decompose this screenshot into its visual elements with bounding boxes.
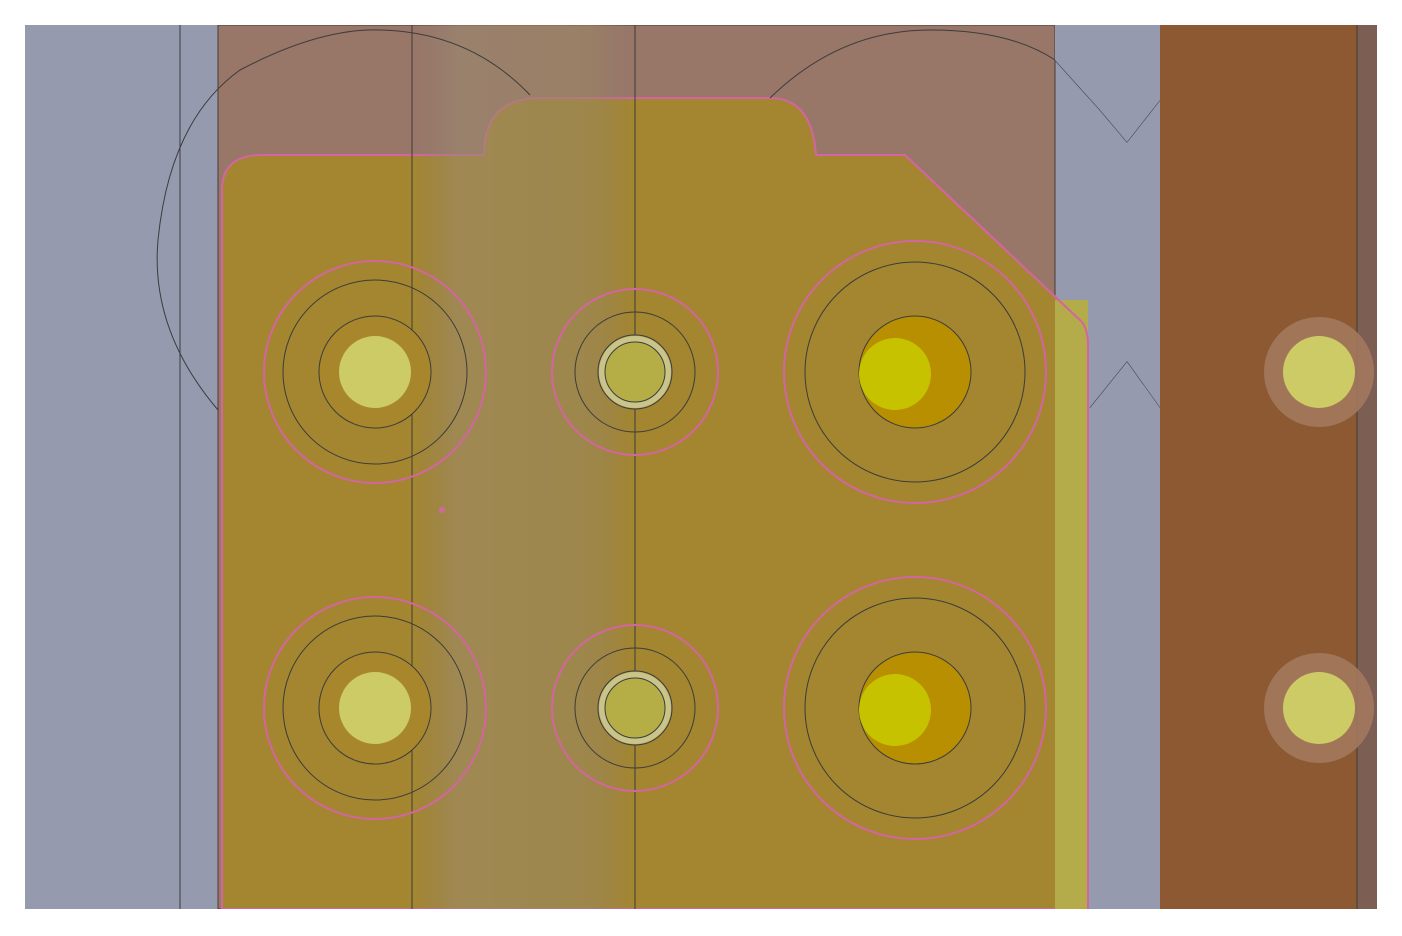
large-via-pad (859, 338, 931, 410)
notch-upper (1055, 25, 1160, 142)
via-clearance-ring (282, 279, 468, 465)
right-trace (1160, 25, 1357, 909)
large-via-clearance-ring (804, 597, 1026, 819)
notch-lower (1090, 362, 1160, 909)
right-trace-edge (1357, 25, 1377, 909)
small-via-keepout-ring (551, 624, 719, 792)
large-arc-left (156, 29, 531, 411)
yellow-edge-strip (1055, 300, 1088, 909)
via-keepout-ring (263, 260, 487, 484)
small-via-clearance-ring (574, 311, 696, 433)
via-pad (339, 336, 411, 408)
copper-zone-edge (904, 154, 1089, 909)
trace-pad (1283, 336, 1355, 408)
keepout-dot (439, 507, 445, 513)
small-via-pad (604, 341, 666, 403)
via-keepout-ring (263, 596, 487, 820)
small-via-clearance-ring (574, 647, 696, 769)
via-pad (339, 672, 411, 744)
large-via-pad (859, 674, 931, 746)
large-via-clearance-ring (804, 261, 1026, 483)
copper-zone (221, 97, 1089, 909)
via-clearance-ring (282, 615, 468, 801)
board-area (25, 25, 1377, 909)
center-highlight-strip (412, 25, 635, 909)
small-via-pad (604, 677, 666, 739)
via-layer (263, 240, 1374, 840)
small-via-keepout-ring (551, 288, 719, 456)
large-arc-right (769, 29, 1056, 99)
large-via-keepout-ring (783, 576, 1047, 840)
trace-pad (1283, 672, 1355, 744)
large-via-keepout-ring (783, 240, 1047, 504)
